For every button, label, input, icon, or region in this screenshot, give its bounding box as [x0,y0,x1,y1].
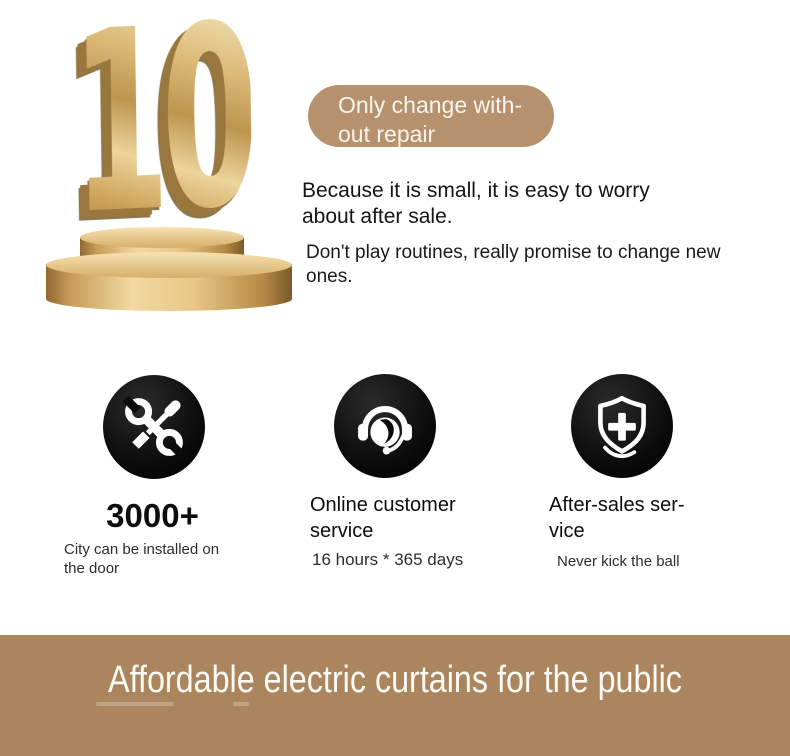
intro-line-1: Because it is small, it is easy to worry… [302,179,650,228]
banner-ghost-mark [96,702,174,706]
gold-trophy: 10 [40,0,310,320]
pedestal-base-cylinder [46,252,292,311]
customer-service-glyph [358,406,412,455]
banner-ghost-mark [233,702,249,706]
feature-2-title: Online customer service [310,494,456,542]
shield-plus-glyph [598,395,646,459]
shield-plus-icon [571,374,673,478]
wrench-screwdriver-glyph [122,395,186,459]
promo-badge: Only change with- out repair [308,85,554,147]
feature-1-title: 3000+ [106,497,199,534]
tools-icon [103,375,205,479]
gold-number-10: 10 [70,0,253,270]
bottom-banner: Affordable electric curtains for the pub… [0,635,790,756]
feature-3-subtitle: Never kick the ball [557,553,680,570]
feature-2-subtitle: 16 hours * 365 days [312,550,464,569]
intro-line-2: Don't play routines, really promise to c… [306,242,721,287]
feature-3-title: After-sales ser- vice [549,494,685,542]
feature-1-subtitle: City can be installed on the door [64,541,220,577]
banner-title: Affordable electric curtains for the pub… [108,659,682,701]
headset-icon [334,374,436,478]
